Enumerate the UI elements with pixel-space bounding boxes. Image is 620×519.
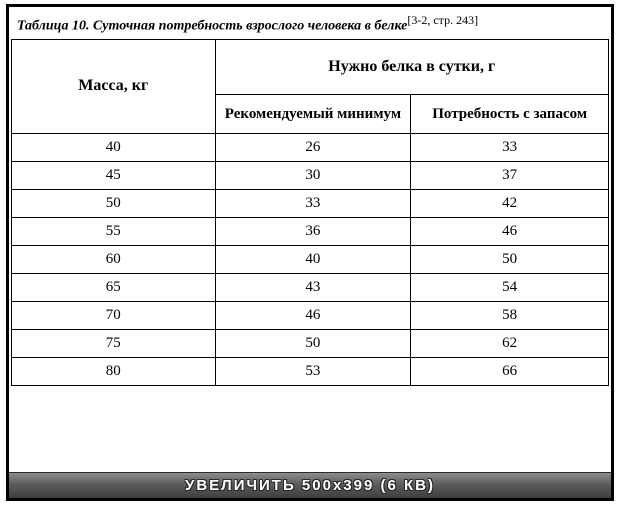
cell-min: 50 [215,329,411,357]
cell-min: 26 [215,133,411,161]
cell-mass: 55 [12,217,216,245]
cell-reserve: 37 [411,161,609,189]
cell-mass: 45 [12,161,216,189]
cell-min: 46 [215,301,411,329]
enlarge-bar[interactable]: УВЕЛИЧИТЬ 500x399 (6 КВ) [9,472,611,498]
protein-requirement-table: Масса, кг Нужно белка в сутки, г Рекомен… [11,39,609,386]
column-group-header-protein: Нужно белка в сутки, г [215,39,608,94]
cell-reserve: 58 [411,301,609,329]
cell-min: 43 [215,273,411,301]
cell-min: 40 [215,245,411,273]
cell-min: 36 [215,217,411,245]
cell-reserve: 42 [411,189,609,217]
table-row: 45 30 37 [12,161,609,189]
table-row: 70 46 58 [12,301,609,329]
cell-mass: 60 [12,245,216,273]
cell-mass: 65 [12,273,216,301]
cell-mass: 50 [12,189,216,217]
cell-mass: 40 [12,133,216,161]
image-frame: Таблица 10. Суточная потребность взросло… [6,4,614,501]
table-row: 75 50 62 [12,329,609,357]
table-row: 50 33 42 [12,189,609,217]
cell-mass: 70 [12,301,216,329]
cell-reserve: 54 [411,273,609,301]
cell-mass: 80 [12,357,216,385]
caption-text: Таблица 10. Суточная потребность взросло… [17,19,407,34]
column-header-mass: Масса, кг [12,39,216,133]
cell-reserve: 66 [411,357,609,385]
cell-reserve: 62 [411,329,609,357]
cell-reserve: 33 [411,133,609,161]
table-row: 65 43 54 [12,273,609,301]
table-caption: Таблица 10. Суточная потребность взросло… [9,7,611,39]
table-row: 55 36 46 [12,217,609,245]
cell-min: 33 [215,189,411,217]
caption-reference: [3-2, стр. 243] [407,13,478,27]
column-header-reserve-need: Потребность с запасом [411,94,609,133]
cell-mass: 75 [12,329,216,357]
cell-reserve: 50 [411,245,609,273]
column-header-recommended-min: Рекомендуемый минимум [215,94,411,133]
cell-reserve: 46 [411,217,609,245]
cell-min: 30 [215,161,411,189]
table-row: 60 40 50 [12,245,609,273]
table-row: 80 53 66 [12,357,609,385]
enlarge-bar-label: УВЕЛИЧИТЬ 500x399 (6 КВ) [185,477,435,494]
cell-min: 53 [215,357,411,385]
table-row: 40 26 33 [12,133,609,161]
